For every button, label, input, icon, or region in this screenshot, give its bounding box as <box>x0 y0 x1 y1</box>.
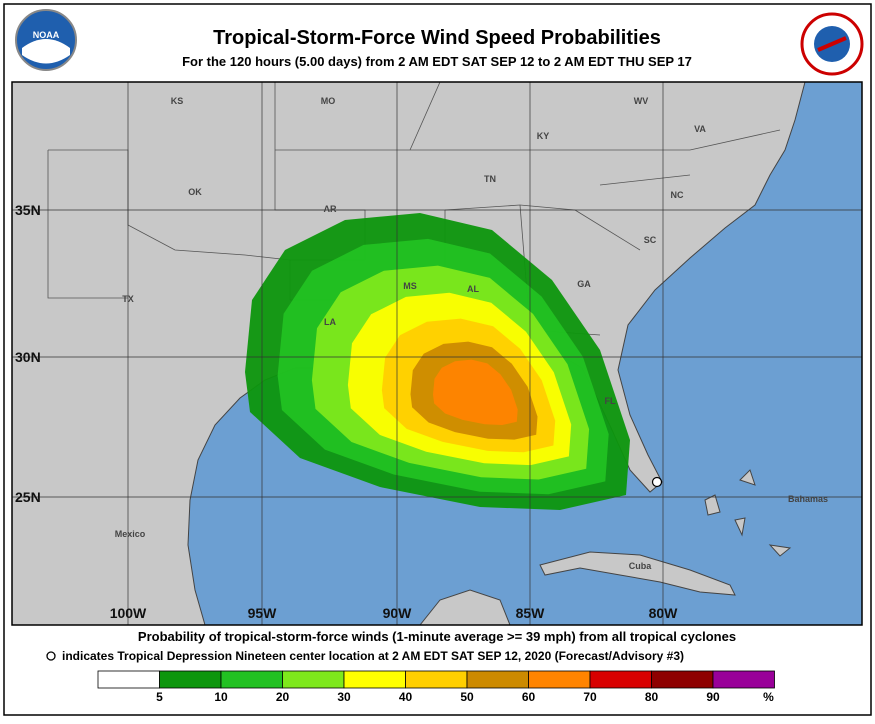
lon-label: 95W <box>248 605 278 621</box>
place-label: OK <box>188 187 202 197</box>
footer-line2: indicates Tropical Depression Nineteen c… <box>62 649 684 663</box>
place-label: Bahamas <box>788 494 828 504</box>
legend-swatch <box>589 670 652 689</box>
place-label: Mexico <box>115 529 146 539</box>
noaa-logo: NOAA <box>15 9 77 71</box>
legend-swatch <box>528 670 591 689</box>
legend-swatch <box>343 670 406 689</box>
lat-label: 35N <box>15 202 41 218</box>
legend-swatch <box>712 670 775 689</box>
legend-label: 20 <box>276 690 290 704</box>
map: KS MO WV KY VA OK TN NC AR SC TX MS AL G… <box>12 82 862 625</box>
bahamas <box>704 469 792 557</box>
place-label: NC <box>671 190 684 200</box>
yucatan <box>419 589 511 625</box>
title: Tropical-Storm-Force Wind Speed Probabil… <box>213 27 661 49</box>
legend-swatch <box>405 670 468 689</box>
place-label: SC <box>644 235 657 245</box>
place-label: AR <box>324 204 337 214</box>
lat-label: 25N <box>15 489 41 505</box>
lat-label: 30N <box>15 349 41 365</box>
place-label: MO <box>321 96 336 106</box>
place-label: VA <box>694 124 706 134</box>
legend-swatch <box>282 670 345 689</box>
place-label: FL <box>605 396 616 406</box>
legend-unit: % <box>763 690 774 704</box>
place-label: WV <box>634 96 649 106</box>
legend-label: 30 <box>337 690 351 704</box>
lon-label: 100W <box>110 605 147 621</box>
nws-logo <box>800 12 864 76</box>
legend: 5 10 20 30 40 50 60 70 80 90% <box>97 670 775 704</box>
place-label: AL <box>467 284 479 294</box>
probability-contours <box>245 213 630 510</box>
legend-label: 5 <box>156 690 163 704</box>
legend-label: 70 <box>583 690 597 704</box>
place-labels: KS MO WV KY VA OK TN NC AR SC TX MS AL G… <box>115 96 828 571</box>
center-location <box>651 476 663 488</box>
legend-swatch <box>97 670 160 689</box>
lon-label: 85W <box>516 605 546 621</box>
center-symbol <box>46 651 56 661</box>
legend-label: 10 <box>214 690 228 704</box>
place-label: GA <box>577 279 591 289</box>
place-label: KS <box>171 96 184 106</box>
legend-swatch <box>220 670 283 689</box>
place-label: TX <box>122 294 134 304</box>
cuba <box>539 551 736 596</box>
svg-text:NOAA: NOAA <box>33 30 60 40</box>
place-label: KY <box>537 131 550 141</box>
legend-swatch <box>159 670 222 689</box>
legend-swatch <box>466 670 529 689</box>
place-label: MS <box>403 281 417 291</box>
lon-label: 90W <box>383 605 413 621</box>
legend-label: 50 <box>460 690 474 704</box>
legend-label: 80 <box>645 690 659 704</box>
lon-label: 80W <box>649 605 679 621</box>
legend-label: 90 <box>706 690 720 704</box>
subtitle: For the 120 hours (5.00 days) from 2 AM … <box>182 54 692 69</box>
contour <box>433 359 518 425</box>
place-label: Cuba <box>629 561 652 571</box>
footer-line1: Probability of tropical-storm-force wind… <box>138 629 736 644</box>
map-border <box>11 81 863 626</box>
legend-label: 40 <box>399 690 413 704</box>
place-label: TN <box>484 174 496 184</box>
frame <box>3 3 872 716</box>
legend-label: 60 <box>522 690 536 704</box>
grid <box>12 82 862 625</box>
place-label: LA <box>324 317 336 327</box>
legend-swatch <box>651 670 714 689</box>
